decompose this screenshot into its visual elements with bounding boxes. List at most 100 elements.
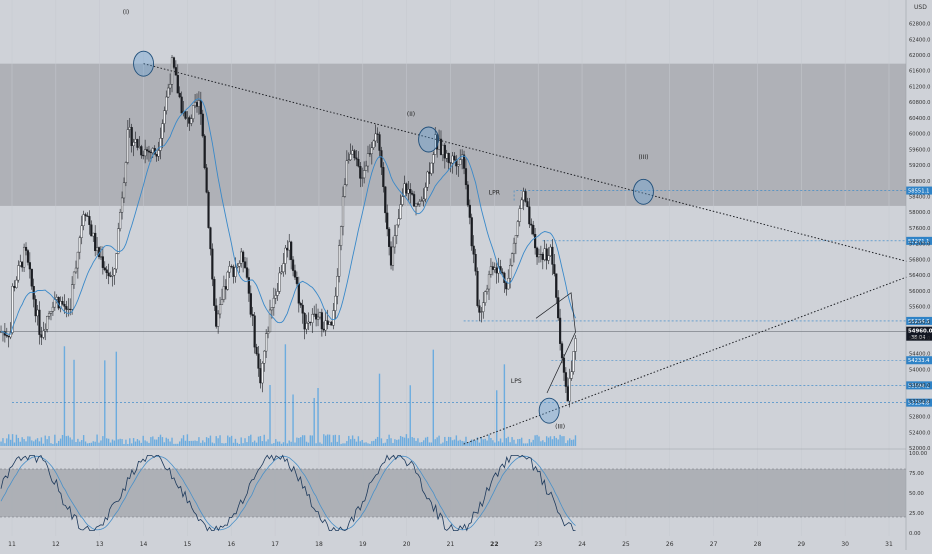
candle (420, 196, 423, 202)
candle-body (295, 277, 299, 284)
candle-body (90, 224, 93, 237)
volume-bar (144, 440, 146, 446)
volume-bar (54, 434, 56, 446)
candle-body (105, 269, 108, 274)
candle-body (420, 200, 423, 202)
candle-body (145, 149, 149, 152)
date-label-23: 23 (534, 541, 542, 548)
candle (63, 294, 66, 314)
candle (534, 227, 537, 255)
candle-body (226, 271, 229, 290)
candle-body (301, 304, 304, 314)
date-label-24: 24 (578, 541, 586, 548)
candle (374, 124, 377, 147)
candle-body (218, 304, 222, 315)
volume-bar (307, 442, 310, 446)
candle (564, 367, 567, 393)
candle (111, 266, 114, 287)
candle (464, 158, 468, 190)
candle (560, 341, 564, 364)
candle-body (163, 110, 166, 124)
volume-bar (417, 438, 419, 446)
volume-bar (515, 443, 517, 446)
candle-body (172, 57, 176, 68)
candle (59, 296, 62, 313)
candle-body (257, 353, 260, 369)
volume-bar (228, 437, 231, 446)
candle (76, 251, 79, 279)
volume-bar (31, 440, 33, 446)
candle (430, 162, 433, 176)
candle (468, 199, 471, 225)
marker-label-bg (906, 381, 932, 390)
volume-bar (309, 435, 312, 446)
candle-body (478, 305, 481, 313)
volume-bar (453, 439, 456, 446)
candle (535, 246, 539, 265)
volume-bar (182, 435, 185, 446)
volume-bar (367, 443, 369, 446)
candle (397, 208, 400, 228)
oscillator-k-line (0, 454, 576, 532)
candle (418, 199, 421, 208)
candle (526, 197, 529, 208)
volume-bar (325, 435, 327, 446)
candle (401, 188, 404, 207)
volume-bar (536, 434, 538, 446)
candle-body (372, 140, 375, 148)
volume-bar (311, 435, 313, 446)
candle-body (543, 248, 546, 260)
candle-body (466, 184, 469, 206)
candle-body (480, 311, 483, 313)
volume-bar (328, 434, 331, 446)
candle-body (407, 189, 410, 194)
candle-body (322, 328, 325, 331)
volume-bar (275, 439, 277, 446)
candle-body (530, 223, 533, 226)
date-label-14: 14 (140, 541, 148, 548)
candle-body (11, 286, 14, 333)
candle (466, 181, 469, 208)
candle (399, 194, 402, 220)
volume-bar (106, 438, 108, 446)
price-tick: 53600.0 (909, 383, 930, 389)
candle-body (386, 212, 389, 230)
candle (553, 254, 556, 277)
candle-body (188, 117, 191, 124)
volume-bar (376, 436, 379, 446)
volume-bar (81, 440, 83, 446)
volume-bar (113, 440, 116, 446)
volume-bar (175, 443, 177, 446)
volume-bar (82, 435, 85, 446)
candle (276, 282, 279, 301)
candle-body (117, 228, 120, 254)
candle-body (205, 167, 208, 193)
candle (482, 291, 485, 319)
candle (103, 261, 106, 272)
volume-bar (478, 442, 481, 446)
current-price-label-bg (906, 326, 932, 341)
volume-bar (115, 351, 118, 446)
volume-bar (499, 438, 502, 446)
candle (172, 56, 176, 69)
candle-body (313, 313, 316, 315)
volume-bar (130, 443, 133, 446)
volume-bar (259, 436, 262, 446)
candle-body (388, 228, 391, 247)
candle-body (203, 135, 206, 168)
candle-body (349, 153, 352, 161)
candle (245, 257, 249, 280)
candle-body (80, 225, 83, 238)
candle-body (234, 267, 237, 277)
candle-body (557, 297, 560, 319)
candle-body (13, 286, 16, 288)
candle-body (71, 284, 74, 310)
candle-body (512, 242, 516, 254)
volume-bar (561, 436, 563, 446)
candle-body (88, 216, 91, 225)
volume-bar (507, 436, 509, 446)
candle-body (265, 333, 268, 352)
candle-body (345, 160, 348, 185)
candle (426, 170, 429, 191)
